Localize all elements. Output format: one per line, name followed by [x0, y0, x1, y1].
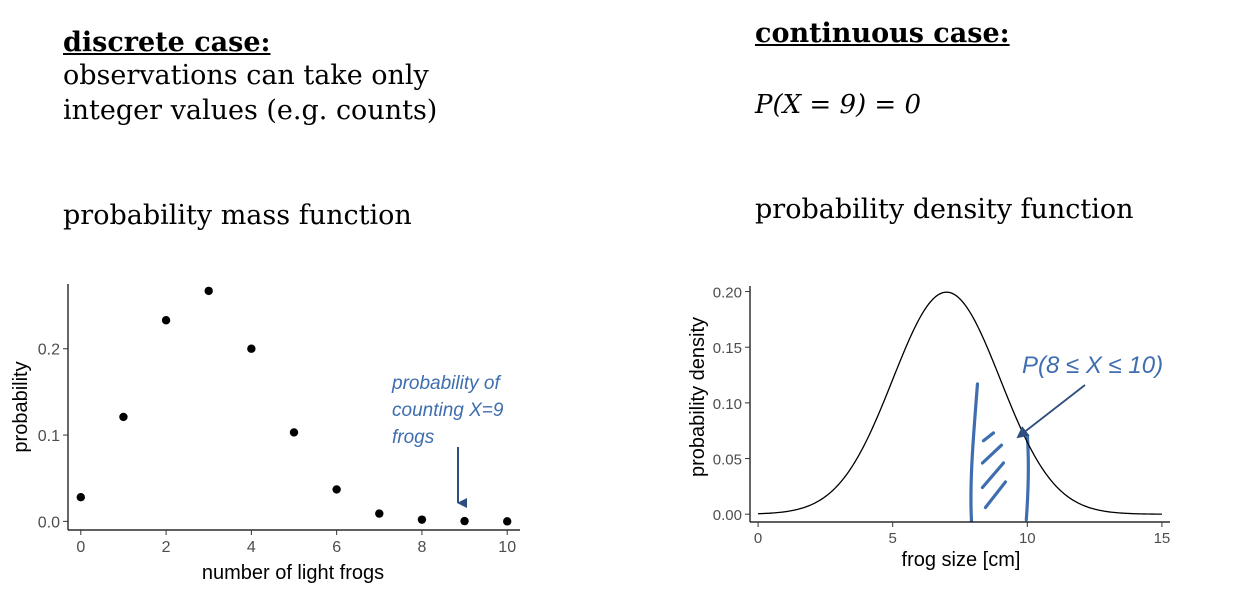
pmf-x-tick-label: 10 [498, 539, 516, 556]
pmf-point [204, 286, 213, 296]
pmf-x-tick-label: 8 [417, 539, 426, 556]
discrete-description-line1: observations can take only [63, 60, 429, 91]
pmf-point [119, 412, 128, 422]
pmf-y-tick-label: 0.2 [38, 342, 60, 359]
pdf-chart: 0.00 0.05 0.10 0.15 0.20 0 5 10 15 frog size [c… [687, 285, 1170, 571]
pdf-density-curve [758, 291, 1162, 515]
point-probability-equation: P(X = 9) = 0 [755, 90, 922, 120]
pdf-y-tick-label: 0.20 [713, 285, 742, 302]
pmf-x-tick-label: 6 [332, 539, 341, 556]
pdf-y-tick-label: 0.10 [713, 396, 742, 413]
pdf-y-ticks: 0.00 0.05 0.10 0.15 0.20 [713, 285, 750, 524]
pdf-interval-right-bound [1024, 433, 1030, 522]
pdf-x-tick-label: 0 [754, 530, 762, 547]
continuous-heading: continuous case: [755, 18, 1010, 49]
pdf-y-axis-label: probability density [687, 317, 709, 477]
pmf-point [161, 316, 171, 325]
pdf-x-tick-label: 10 [1019, 530, 1036, 547]
pdf-x-tick-label: 15 [1154, 530, 1171, 547]
pmf-chart: 0.00.10.2 0 2 4 6 8 10 number of light frogs … [10, 284, 520, 584]
pdf-hatch-stroke [981, 431, 996, 443]
pmf-point [247, 344, 256, 353]
discrete-heading: discrete case: [63, 27, 271, 58]
pmf-point [503, 517, 512, 526]
pdf-hatch-stroke [980, 443, 1004, 465]
pmf-label: probability mass function [63, 200, 412, 231]
pmf-point [417, 515, 427, 524]
pdf-y-tick-label: 0.00 [713, 507, 742, 524]
pdf-interval-annotation: P(8 ≤ X ≤ 10) [1022, 352, 1163, 379]
pmf-y-ticks: 0.0 0.1 0.2 [38, 342, 68, 531]
pdf-label: probability density function [755, 194, 1134, 225]
pdf-x-axis-label: frog size [cm] [902, 549, 1021, 571]
pmf-point [289, 428, 299, 437]
pdf-y-tick-label: 0.15 [713, 340, 742, 357]
pmf-point [375, 509, 384, 518]
pmf-y-tick-label: 0.0 [38, 514, 60, 531]
pmf-y-tick-label: 0.1 [38, 428, 60, 445]
pdf-y-tick-label: 0.05 [713, 452, 742, 469]
pmf-x-axis-label: number of light frogs [202, 562, 384, 584]
pdf-hatch-stroke [983, 480, 1008, 510]
pmf-x-tick-label: 0 [76, 539, 85, 556]
pmf-y-axis-label: probability [10, 361, 32, 452]
pdf-annotation-arrow [1016, 384, 1086, 439]
pmf-point [332, 485, 341, 494]
pmf-annotation-line1: probability of [391, 373, 501, 394]
pmf-x-tick-label: 2 [162, 539, 171, 556]
discrete-description-line2: integer values (e.g. counts) [63, 95, 438, 126]
pmf-x-ticks: 0 2 4 6 8 10 [76, 530, 516, 556]
pmf-annotation-line3: frogs [392, 427, 435, 448]
pdf-hatch-stroke [980, 461, 1006, 490]
pmf-point [460, 516, 469, 526]
pmf-point [76, 493, 85, 502]
pmf-annotation-line2: counting X=9 [392, 400, 504, 421]
pdf-interval-left-bound [969, 382, 980, 523]
pmf-points [76, 286, 512, 526]
pdf-x-tick-label: 5 [889, 530, 897, 547]
pdf-x-ticks: 0 5 10 15 [754, 522, 1170, 547]
pmf-x-tick-label: 4 [247, 539, 256, 556]
pdf-shaded-interval [969, 382, 1030, 523]
pmf-annotation: probability of counting X=9 frogs [391, 373, 504, 508]
